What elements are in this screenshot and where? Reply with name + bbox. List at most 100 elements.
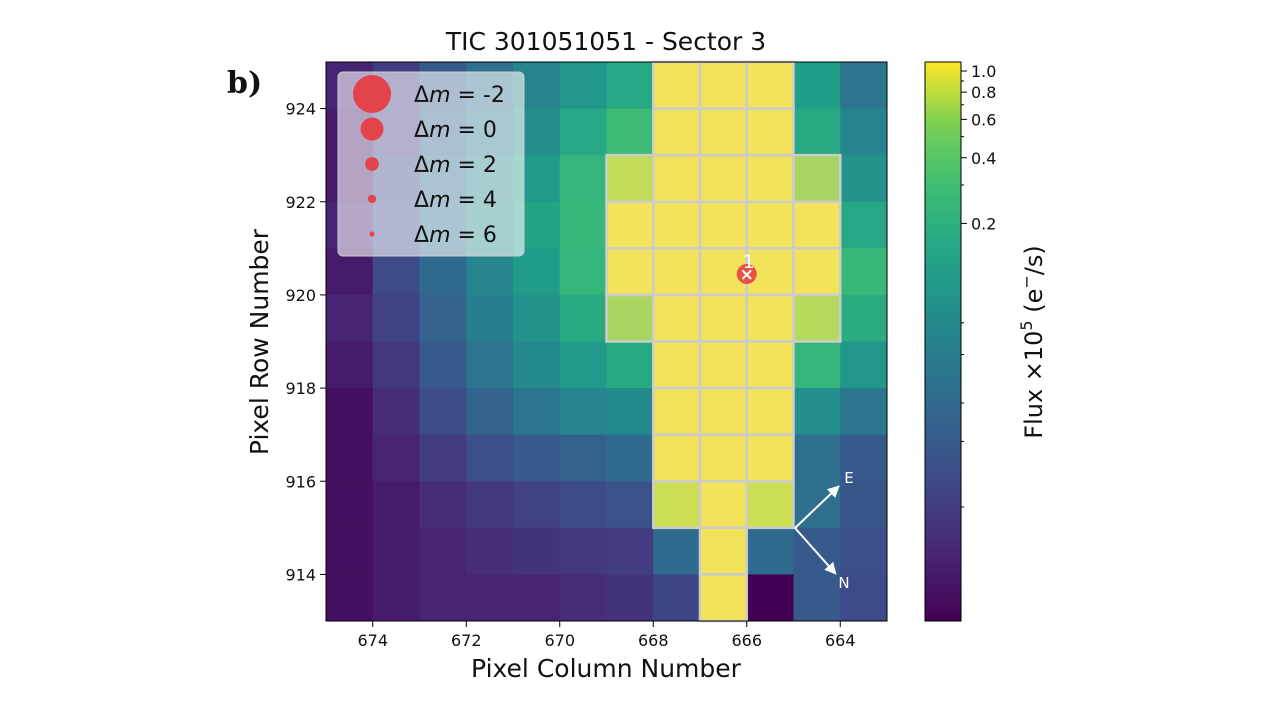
- legend-marker: [367, 194, 377, 204]
- aperture-pixel: [605, 153, 655, 204]
- aperture-pixel: [698, 293, 748, 343]
- colorbar-tick-label: 0.2: [971, 214, 996, 233]
- legend-entry: Δm = 0: [414, 118, 497, 143]
- heatmap-cell: [840, 108, 888, 156]
- heatmap-cell: [513, 434, 561, 482]
- heatmap-cell: [840, 62, 888, 110]
- aperture-pixel: [745, 433, 795, 483]
- heatmap-cell: [793, 341, 841, 389]
- heatmap-cell: [559, 434, 607, 482]
- x-tick-label: 674: [357, 631, 388, 650]
- heatmap-cell: [559, 388, 607, 436]
- aperture-pixel: [745, 480, 795, 530]
- heatmap-cell: [326, 434, 374, 482]
- heatmap-cell: [840, 294, 888, 342]
- x-tick-label: 672: [451, 631, 482, 650]
- aperture-pixel: [792, 200, 842, 250]
- legend-entry: Δm = 6: [414, 223, 497, 248]
- heatmap-cell: [372, 434, 420, 482]
- heatmap-cell: [840, 341, 888, 389]
- heatmap-cell: [419, 434, 467, 482]
- heatmap-cell: [419, 294, 467, 342]
- legend-entry: Δm = -2: [414, 83, 505, 108]
- heatmap-cell: [559, 481, 607, 529]
- aperture-pixel: [698, 573, 748, 623]
- aperture-pixel: [698, 60, 748, 110]
- heatmap-cell: [606, 388, 654, 436]
- heatmap-cell: [793, 574, 841, 622]
- aperture-pixel: [698, 526, 748, 576]
- east-label: E: [844, 469, 853, 487]
- heatmap-cell: [606, 341, 654, 389]
- target-star: ×1: [736, 251, 757, 285]
- heatmap-cell: [793, 108, 841, 156]
- aperture-pixel: [698, 107, 748, 157]
- aperture-pixel: [652, 153, 702, 204]
- heatmap-cell: [793, 62, 841, 110]
- heatmap-cell: [840, 481, 888, 529]
- heatmap-cell: [559, 341, 607, 389]
- target-star-label: 1: [743, 251, 755, 273]
- heatmap-cell: [793, 434, 841, 482]
- heatmap-cell: [419, 574, 467, 622]
- heatmap-cell: [419, 481, 467, 529]
- heatmap-cell: [466, 481, 514, 529]
- heatmap-cell: [606, 527, 654, 575]
- heatmap-cell: [466, 341, 514, 389]
- heatmap-cell: [746, 574, 794, 622]
- heatmap-cell: [372, 574, 420, 622]
- heatmap-cell: [559, 62, 607, 110]
- aperture-mask: [605, 60, 842, 623]
- aperture-pixel: [698, 340, 748, 390]
- heatmap-cell: [606, 62, 654, 110]
- plot-frame: [325, 61, 888, 622]
- aperture-pixel: [652, 60, 702, 110]
- heatmap-cell: [513, 341, 561, 389]
- heatmap-cell: [559, 294, 607, 342]
- legend-marker: [369, 231, 375, 237]
- aperture-pixel: [792, 153, 842, 204]
- target-cross-mark: ×: [740, 265, 754, 285]
- x-axis-label: Pixel Column Number: [471, 654, 742, 683]
- aperture-pixel: [745, 293, 795, 343]
- aperture-pixel: [698, 480, 748, 530]
- heatmap-cell: [653, 527, 701, 575]
- legend-entry: Δm = 2: [414, 153, 497, 178]
- aperture-pixel: [698, 153, 748, 204]
- heatmap-cell: [419, 388, 467, 436]
- heatmap-cell: [513, 294, 561, 342]
- chart-title: TIC 301051051 - Sector 3: [445, 27, 766, 56]
- heatmap-cell: [606, 574, 654, 622]
- heatmap-cell: [372, 294, 420, 342]
- heatmap-cell: [653, 574, 701, 622]
- y-axis: 924 922 920 918 916 914: [285, 100, 326, 584]
- colorbar-tick-label: 0.8: [971, 83, 996, 102]
- aperture-pixel: [792, 293, 842, 343]
- heatmap-cell: [559, 527, 607, 575]
- heatmap-cell: [513, 388, 561, 436]
- heatmap-cell: [372, 388, 420, 436]
- legend-marker: [360, 117, 384, 141]
- aperture-pixel: [652, 200, 702, 250]
- colorbar-ticks: 1.0 0.8 0.6 0.4 0.2: [961, 62, 996, 508]
- heatmap-cell: [326, 341, 374, 389]
- heatmap-cell: [559, 108, 607, 156]
- heatmap-cell: [840, 248, 888, 296]
- heatmap-cell: [840, 434, 888, 482]
- aperture-pixel: [652, 480, 702, 530]
- heatmap-cell: [372, 341, 420, 389]
- colorbar-tick-label: 0.6: [971, 110, 996, 129]
- y-tick-label: 922: [285, 193, 316, 212]
- heatmap-cell: [326, 574, 374, 622]
- heatmap-cell: [372, 481, 420, 529]
- legend-marker: [365, 157, 379, 171]
- x-tick-label: 666: [731, 631, 762, 650]
- aperture-pixel: [652, 293, 702, 343]
- north-label: N: [838, 574, 849, 592]
- heatmap-cell: [326, 481, 374, 529]
- aperture-pixel: [605, 200, 655, 250]
- heatmap-cell: [326, 294, 374, 342]
- aperture-pixel: [698, 433, 748, 483]
- heatmap-cell: [793, 481, 841, 529]
